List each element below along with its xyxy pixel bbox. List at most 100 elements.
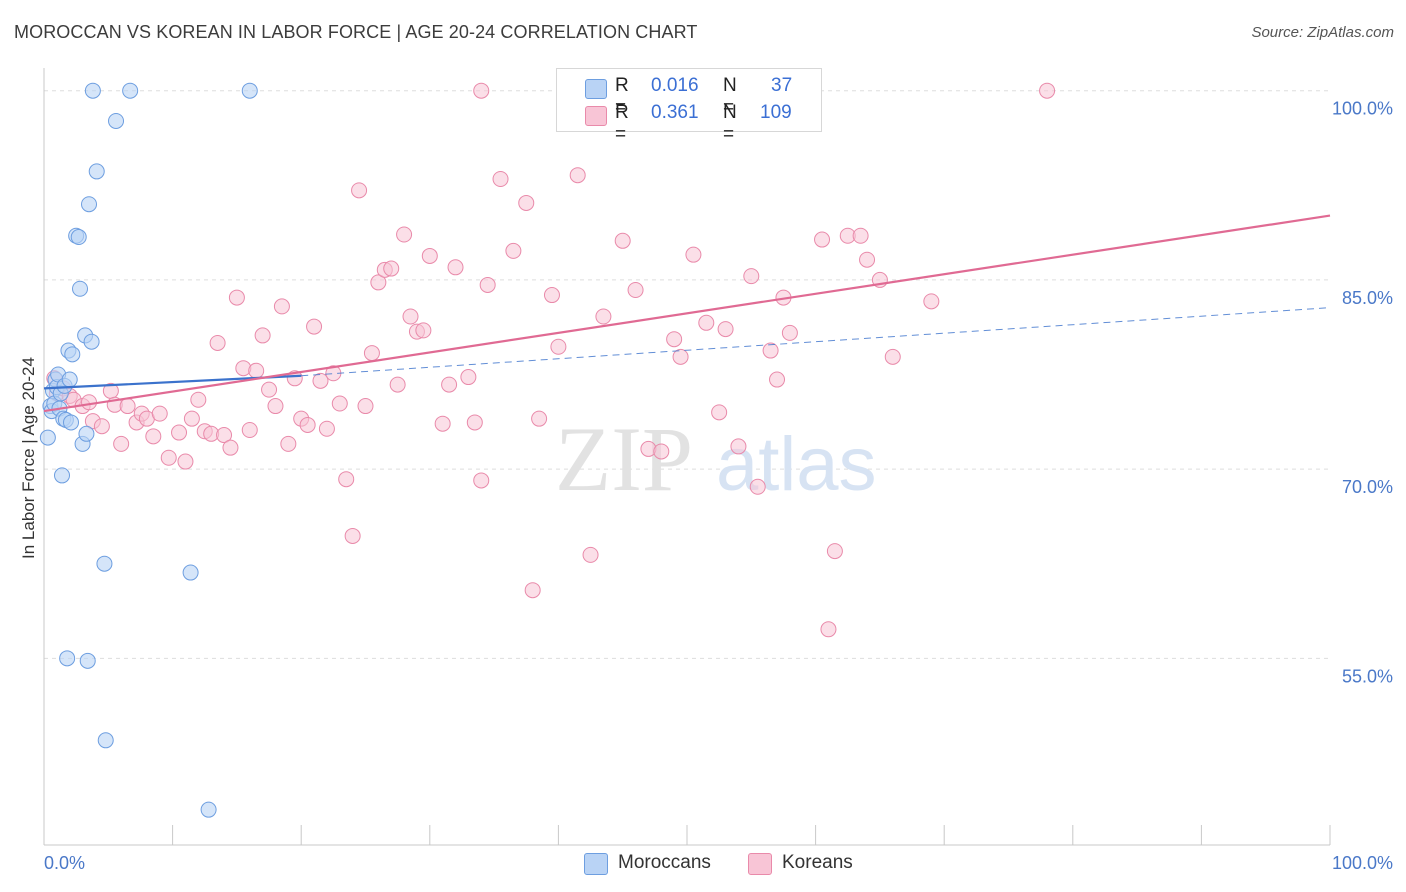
korean-point	[402, 308, 419, 325]
korean-point	[672, 348, 689, 365]
korean-point	[717, 321, 734, 338]
korean-point	[363, 345, 380, 362]
korean-point	[216, 427, 233, 444]
korean-point	[318, 420, 335, 437]
y-tick-label: 100.0%	[1332, 99, 1393, 119]
korean-point	[473, 472, 490, 489]
korean-point	[312, 372, 329, 389]
korean-point	[781, 324, 798, 341]
korean-point	[338, 471, 355, 488]
korean-point	[730, 438, 747, 455]
korean-point	[762, 342, 779, 359]
moroccan-point	[72, 280, 89, 297]
korean-point	[627, 282, 644, 298]
korean-point	[711, 404, 728, 421]
koreans-label: Koreans	[782, 852, 853, 873]
moroccan-n-value: 37	[771, 75, 793, 96]
moroccan-point	[78, 425, 95, 442]
korean-point	[280, 435, 297, 452]
korean-point	[190, 391, 207, 408]
korean-point	[505, 242, 522, 259]
moroccan-point	[200, 801, 217, 818]
korean-point	[222, 439, 239, 456]
korean-point	[93, 418, 110, 435]
korean-point	[241, 422, 258, 439]
korean-point	[299, 416, 316, 433]
korean-point	[370, 274, 387, 291]
moroccan-point	[108, 112, 125, 129]
x-tick-label: 100.0%	[1332, 853, 1393, 873]
korean-point	[235, 360, 252, 377]
korean-point	[254, 327, 271, 344]
korean-point	[344, 527, 361, 544]
korean-point	[569, 167, 586, 184]
moroccan-point	[39, 429, 56, 446]
source-credit: Source: ZipAtlas.com	[1251, 24, 1394, 41]
korean-point	[183, 410, 200, 427]
korean-point	[531, 410, 548, 427]
korean-point	[814, 231, 831, 248]
moroccan-point	[61, 371, 78, 388]
korean-point	[261, 381, 278, 398]
moroccan-point	[122, 82, 139, 99]
korean-point	[460, 369, 477, 386]
moroccan-point	[64, 346, 81, 363]
korean-point	[248, 362, 265, 379]
watermark-atlas: atlas	[716, 422, 877, 507]
korean-point	[685, 246, 702, 263]
korean-point	[113, 435, 130, 452]
watermark-zip: ZIP	[555, 408, 693, 510]
korean-r-value: 0.361	[651, 102, 699, 123]
trend-lines	[43, 214, 1331, 413]
chart-title: MOROCCAN VS KOREAN IN LABOR FORCE | AGE …	[14, 22, 698, 42]
korean-point	[447, 259, 464, 276]
korean-point	[177, 453, 194, 470]
moroccan-point	[83, 333, 100, 350]
grid-lines	[44, 90, 1330, 659]
korean-point	[492, 171, 509, 187]
korean-point	[524, 582, 541, 599]
korean-point	[653, 443, 670, 460]
korean-point	[595, 308, 612, 325]
korean-point	[826, 543, 843, 560]
stats-legend: R = 0.016 N = 37 R = 0.361 N = 109	[556, 68, 822, 145]
korean-point	[306, 318, 323, 335]
korean-point	[923, 293, 940, 310]
korean-point	[389, 376, 406, 393]
moroccan-point	[70, 229, 87, 246]
korean-point	[698, 314, 715, 331]
korean-point	[421, 247, 438, 264]
korean-point	[743, 268, 760, 285]
moroccan-swatch	[585, 79, 607, 99]
korean-point	[479, 276, 496, 293]
korean-point	[434, 415, 451, 432]
moroccan-point	[182, 564, 199, 581]
watermark: ZIP atlas	[555, 408, 877, 510]
moroccan-point	[54, 467, 71, 484]
korean-point	[852, 227, 869, 244]
korean-point	[582, 546, 599, 563]
korean-point	[396, 226, 413, 243]
moroccans-label: Moroccans	[618, 852, 711, 873]
moroccan-point	[84, 82, 101, 99]
korean-point	[884, 348, 901, 365]
korean-point	[228, 289, 245, 306]
korean-point	[160, 449, 177, 466]
moroccan-point	[79, 652, 96, 669]
korean-point	[859, 251, 876, 268]
moroccan-point	[81, 196, 98, 213]
korean-point	[145, 428, 162, 445]
korean-point	[550, 338, 567, 355]
y-tick-label: 70.0%	[1342, 477, 1393, 497]
korean-point	[357, 398, 374, 415]
n-label: N =	[723, 75, 737, 118]
r-label: R =	[615, 75, 629, 118]
moroccan-point	[97, 732, 114, 749]
korean-point	[351, 182, 368, 199]
korean-point	[81, 394, 98, 411]
axes: 100.0% 85.0% 70.0% 55.0% 0.0% 100.0%	[43, 68, 1393, 873]
korean-points	[46, 82, 1056, 638]
moroccan-trend-extension	[301, 307, 1331, 377]
korean-point	[331, 395, 348, 412]
